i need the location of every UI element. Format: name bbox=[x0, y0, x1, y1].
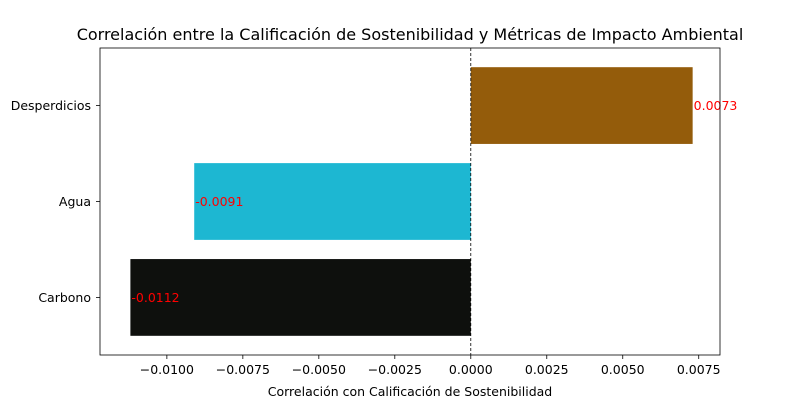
bar-carbono bbox=[130, 259, 471, 336]
chart-title: Correlación entre la Calificación de Sos… bbox=[77, 25, 744, 44]
bar-agua bbox=[194, 163, 471, 240]
x-tick-label: 0.0075 bbox=[677, 362, 721, 377]
x-tick-label: −0.0025 bbox=[368, 362, 422, 377]
y-tick-label: Desperdicios bbox=[11, 98, 91, 113]
axes-layer: −0.0100 −0.0075 −0.0050 −0.0025 0.0000 0.0025… bbox=[11, 47, 721, 377]
y-tick-label: Agua bbox=[59, 194, 91, 209]
data-label-agua: -0.0091 bbox=[195, 194, 243, 209]
x-tick-label: 0.0025 bbox=[525, 362, 569, 377]
data-label-carbono: -0.0112 bbox=[131, 290, 179, 305]
bars-layer: -0.0112 -0.0091 0.0073 bbox=[130, 67, 737, 336]
bar-desperdicios bbox=[470, 67, 693, 144]
x-tick-label: 0.0000 bbox=[449, 362, 493, 377]
data-label-desperdicios: 0.0073 bbox=[694, 98, 738, 113]
y-tick-label: Carbono bbox=[38, 290, 91, 305]
x-tick-label: −0.0100 bbox=[140, 362, 194, 377]
x-tick-label: −0.0075 bbox=[216, 362, 270, 377]
x-tick-label: 0.0050 bbox=[601, 362, 645, 377]
x-tick-label: −0.0050 bbox=[292, 362, 346, 377]
x-axis-label: Correlación con Calificación de Sostenib… bbox=[268, 384, 552, 399]
